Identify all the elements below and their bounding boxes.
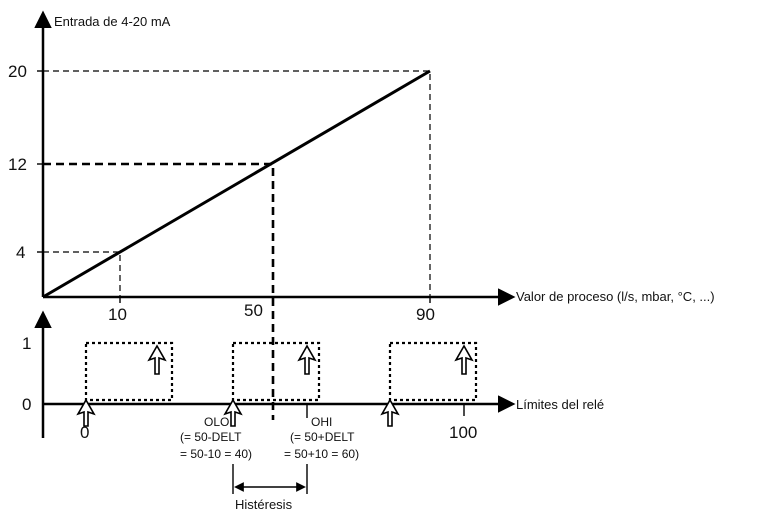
hysteresis-loop-2 — [231, 341, 321, 402]
olo-label: OLO — [204, 415, 229, 429]
ohi-formula-1: (= 50+DELT — [290, 430, 355, 444]
arrow-down-icon — [223, 398, 243, 427]
top-x-axis-label: Valor de proceso (l/s, mbar, °C, ...) — [516, 289, 715, 304]
y-tick-20: 20 — [8, 62, 27, 81]
state-tick-1: 1 — [22, 334, 31, 353]
top-y-axis-label: Entrada de 4-20 mA — [54, 14, 171, 29]
state-tick-0: 0 — [22, 395, 31, 414]
signal-line — [42, 69, 431, 299]
bottom-chart: Límites del relé 1 0 0 100 — [22, 310, 604, 512]
guide-12-50 — [43, 162, 275, 420]
y-tick-4: 4 — [16, 243, 25, 262]
ohi-formula-2: = 50+10 = 60) — [284, 447, 359, 461]
hysteresis-loop-3 — [388, 341, 478, 402]
relay-tick-100: 100 — [449, 423, 477, 442]
x-tick-90: 90 — [416, 305, 435, 324]
hysteresis-loop-1 — [84, 341, 174, 402]
arrow-up-icon — [454, 344, 474, 375]
arrow-down-icon — [380, 398, 400, 427]
bottom-x-axis-label: Límites del relé — [516, 397, 604, 412]
arrow-down-icon — [76, 398, 96, 427]
x-tick-10: 10 — [108, 305, 127, 324]
olo-formula-2: = 50-10 = 40) — [180, 447, 252, 461]
olo-formula-1: (= 50-DELT — [180, 430, 242, 444]
y-tick-12: 12 — [8, 155, 27, 174]
ohi-label: OHI — [311, 415, 332, 429]
relay-tick-0: 0 — [80, 423, 89, 442]
arrow-up-icon — [297, 344, 317, 375]
hysteresis-label: Histéresis — [235, 497, 293, 512]
x-tick-50: 50 — [244, 301, 263, 320]
guide-4-10 — [43, 251, 121, 297]
arrow-up-icon — [147, 344, 167, 375]
top-chart: Entrada de 4-20 mA Valor de proceso (l/s… — [8, 10, 715, 420]
